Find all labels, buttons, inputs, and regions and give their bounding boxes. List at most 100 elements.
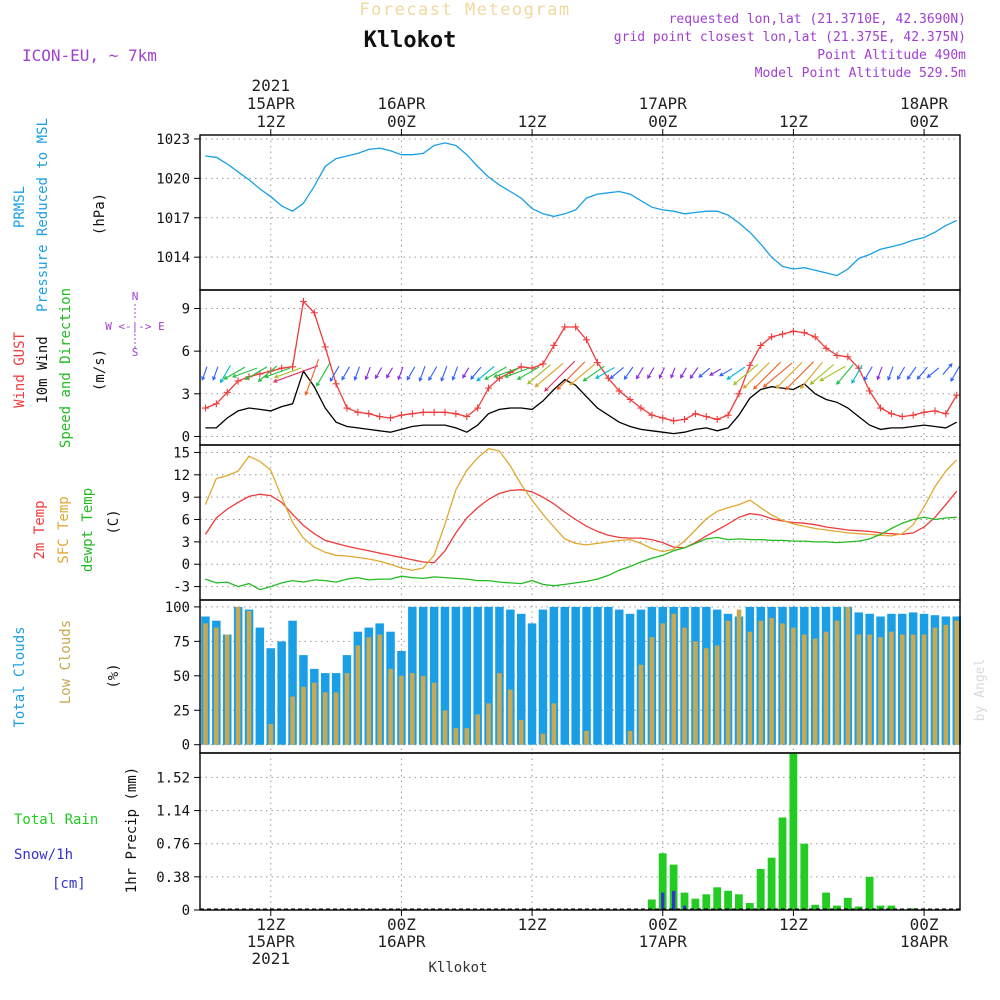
low-cloud-bar — [224, 634, 230, 745]
clouds-label-total: Total Clouds — [12, 626, 28, 727]
rain-bar — [789, 753, 798, 910]
wind-direction-arrow — [440, 366, 448, 382]
gust-marker — [735, 390, 743, 398]
model-label: ICON-EU, ~ 7km — [22, 46, 157, 65]
wind-direction-arrow — [428, 366, 438, 382]
y-tick-label: 6 — [182, 513, 190, 529]
wind-direction-arrow — [726, 366, 746, 380]
gust-marker — [670, 417, 678, 425]
wind-direction-arrow — [516, 366, 540, 380]
total-cloud-bar — [615, 609, 624, 745]
y-tick-label: 0 — [182, 903, 190, 919]
low-cloud-bar — [671, 613, 676, 745]
wind-direction-arrow — [484, 366, 507, 380]
wind-direction-arrow — [809, 364, 835, 385]
low-cloud-bar — [780, 623, 785, 745]
clouds-label-low: Low Clouds — [58, 620, 74, 704]
gust-marker — [452, 410, 460, 418]
gust-marker — [702, 413, 710, 421]
series-line-wind-gust — [205, 300, 958, 422]
gust-marker — [593, 359, 601, 367]
wind-direction-arrow — [451, 366, 459, 381]
y-tick-label: 50 — [173, 669, 190, 685]
top-time-label: 17APR — [639, 94, 688, 113]
wind-direction-arrow — [582, 365, 605, 382]
wind-direction-arrow — [906, 366, 917, 381]
bottom-time-label: 18APR — [900, 932, 949, 951]
wind-direction-arrow — [942, 363, 953, 375]
low-cloud-bar — [714, 645, 720, 745]
series-line-dewpt-temp — [205, 516, 957, 591]
gust-marker — [811, 333, 819, 341]
gust-marker — [789, 327, 797, 335]
low-cloud-bar — [725, 620, 731, 745]
low-cloud-bar — [932, 627, 938, 745]
low-cloud-bar — [834, 620, 840, 745]
rain-bar — [756, 869, 765, 910]
panel-frame — [199, 134, 961, 291]
gust-marker — [844, 353, 852, 361]
gust-marker — [626, 395, 634, 403]
total-cloud-bar — [538, 609, 548, 745]
total-cloud-bar — [462, 606, 471, 745]
gust-marker — [909, 411, 917, 419]
gust-marker — [321, 343, 329, 351]
temp-unit: (C) — [106, 509, 122, 534]
pressure-panel: 1014 1017 1020 1023 — [156, 132, 961, 291]
temp-label-sfc: SFC Temp — [56, 496, 72, 563]
total-cloud-bar — [560, 606, 569, 745]
wind-direction-arrow — [397, 366, 404, 381]
pressure-unit: (hPa) — [92, 193, 108, 235]
wind-direction-arrow — [670, 367, 676, 379]
low-cloud-bar — [943, 624, 949, 745]
wind-direction-arrow — [926, 367, 940, 379]
grid-point-coords: grid point closest lon,lat (21.375E, 42.… — [614, 30, 966, 45]
point-altitude: Point Altitude 490m — [817, 48, 966, 63]
gust-marker — [408, 410, 416, 418]
low-cloud-bar — [638, 664, 644, 745]
compass-n: N — [132, 290, 139, 303]
gust-marker — [387, 414, 395, 422]
gust-marker — [724, 411, 732, 419]
y-tick-label: 9 — [182, 490, 190, 506]
total-cloud-bar — [255, 627, 265, 745]
low-cloud-bar — [747, 631, 753, 745]
total-cloud-bar — [266, 648, 275, 745]
low-cloud-bar — [268, 724, 274, 745]
low-cloud-bar — [464, 728, 470, 745]
wind-direction-arrow — [201, 366, 208, 381]
wind-direction-arrow — [569, 363, 596, 386]
gust-marker — [768, 333, 776, 341]
low-cloud-bar — [540, 733, 546, 745]
temp-label-2m: 2m Temp — [32, 500, 48, 559]
wind-direction-arrow — [836, 364, 854, 385]
y-tick-label: -3 — [173, 580, 190, 596]
snow-bar — [682, 905, 687, 910]
wind-direction-arrow — [876, 366, 883, 381]
gust-marker — [397, 411, 405, 419]
wind-direction-arrow — [752, 361, 781, 390]
top-time-label: 18APR — [900, 94, 949, 113]
wind-direction-arrow — [353, 366, 361, 381]
low-cloud-bar — [518, 719, 524, 745]
low-cloud-bar — [290, 696, 295, 745]
wind-direction-arrow — [636, 367, 644, 380]
wind-direction-arrow — [658, 367, 665, 380]
gust-marker — [485, 384, 493, 392]
wind-direction-arrow — [273, 367, 302, 379]
gust-marker — [539, 360, 547, 368]
gust-marker — [212, 400, 220, 408]
total-cloud-bar — [571, 606, 580, 745]
rain-bar — [854, 906, 863, 910]
top-time-label: 00Z — [648, 112, 677, 131]
wind-direction-arrow — [329, 365, 340, 382]
gust-marker — [659, 414, 667, 422]
gust-marker — [746, 361, 754, 369]
low-cloud-bar — [355, 645, 361, 745]
gust-marker — [800, 329, 808, 337]
gust-marker — [681, 415, 689, 423]
low-cloud-bar — [649, 637, 655, 745]
wind-direction-arrow — [231, 367, 258, 378]
y-tick-label: 3 — [182, 387, 190, 403]
